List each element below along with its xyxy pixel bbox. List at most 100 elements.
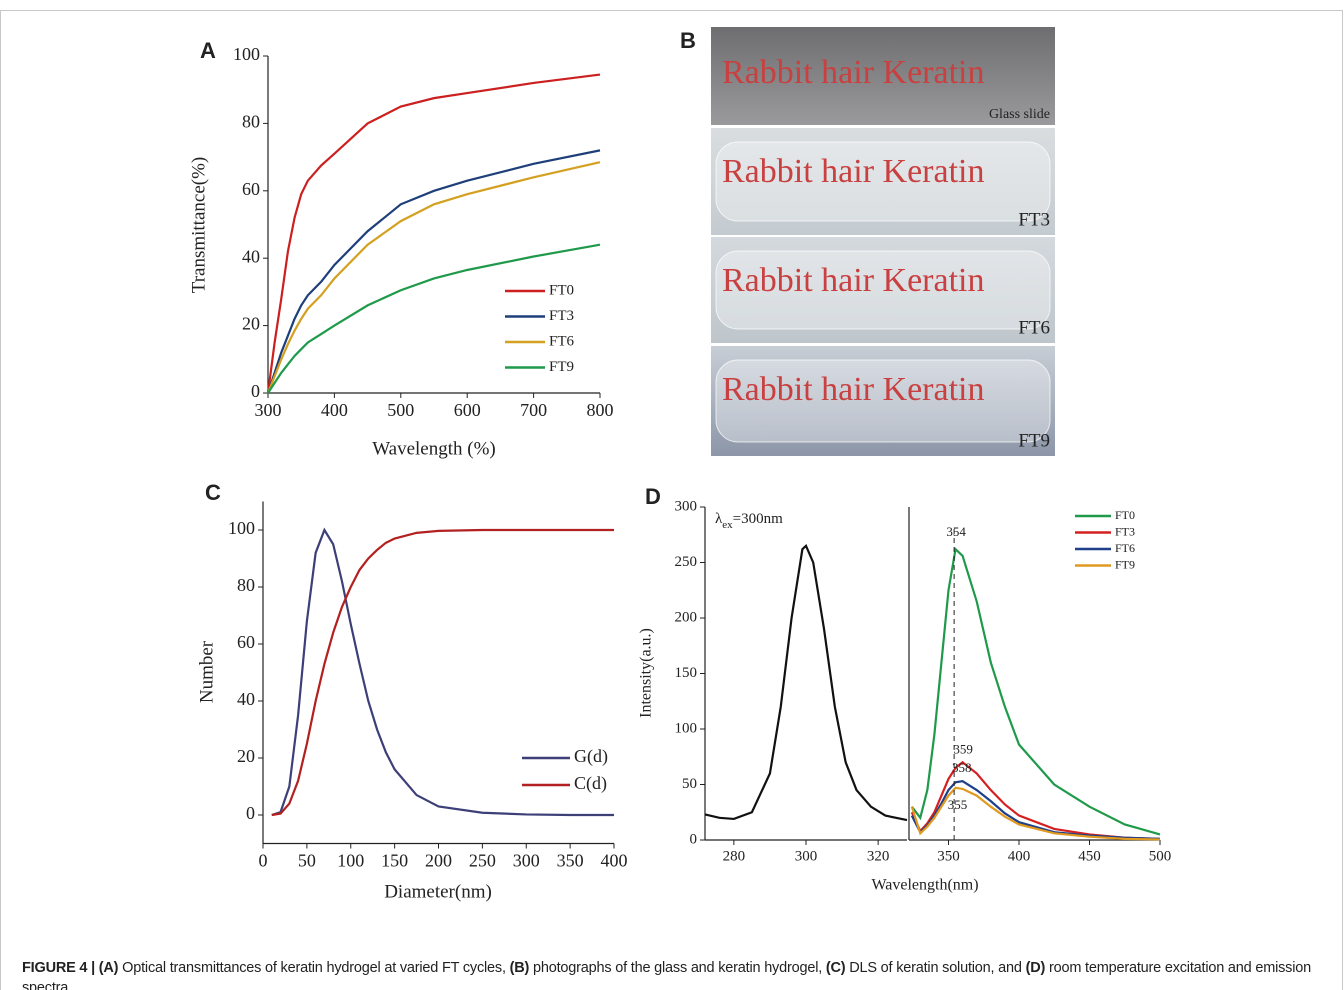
legend-label: FT6 — [549, 333, 575, 349]
y-tick-label: 40 — [242, 246, 260, 266]
y-tick-label: 50 — [682, 776, 697, 792]
x-tick-label: 600 — [454, 400, 481, 420]
caption-text: photographs of the glass and keratin hyd… — [529, 960, 826, 976]
photo-label: Glass slide — [989, 107, 1050, 122]
y-axis-label: Number — [196, 640, 217, 703]
series-line — [266, 161, 601, 394]
y-tick-label: 0 — [246, 803, 255, 823]
caption-text: Optical transmittances of keratin hydrog… — [118, 960, 510, 976]
photo-text: Rabbit hair Keratin — [722, 371, 984, 408]
peak-label: 354 — [946, 524, 966, 539]
peak-label: 359 — [953, 741, 973, 756]
legend-label: C(d) — [574, 773, 607, 794]
series-line — [271, 528, 614, 817]
caption-text: (C) — [825, 960, 846, 976]
x-tick-label: 150 — [381, 850, 408, 870]
annotation-text: =300nm — [733, 511, 783, 527]
legend-label: G(d) — [574, 746, 608, 767]
series-line — [267, 243, 601, 394]
x-tick-label: 400 — [1008, 848, 1031, 864]
photo-text: Rabbit hair Keratin — [722, 54, 984, 91]
legend-label: FT0 — [1115, 508, 1135, 522]
legend-label: FT6 — [1115, 541, 1135, 555]
y-tick-label: 20 — [237, 746, 255, 766]
x-tick-label: 350 — [937, 848, 960, 864]
x-tick-label: 700 — [520, 400, 547, 420]
x-tick-label: 320 — [867, 848, 890, 864]
frame — [0, 10, 1343, 990]
x-axis-label: Wavelength(nm) — [871, 877, 978, 894]
legend-label: FT9 — [1115, 557, 1135, 571]
caption-text: room temperature excitation and emission… — [22, 960, 1311, 990]
y-tick-label: 100 — [233, 44, 260, 64]
peak-label: 358 — [952, 760, 972, 775]
x-tick-label: 200 — [425, 850, 452, 870]
series-line — [271, 527, 614, 817]
caption-text: (D) — [1025, 960, 1046, 976]
y-axis-label: Intensity(a.u.) — [638, 628, 655, 718]
x-tick-label: 280 — [723, 848, 746, 864]
photo-text: Rabbit hair Keratin — [722, 262, 984, 299]
y-tick-label: 20 — [242, 314, 260, 334]
photo — [711, 128, 1055, 235]
x-axis-label: Diameter(nm) — [384, 881, 492, 902]
y-tick-label: 80 — [237, 575, 255, 595]
legend-label: FT3 — [1115, 524, 1135, 538]
peak-label: 355 — [948, 797, 968, 812]
y-tick-label: 40 — [237, 689, 255, 709]
x-tick-label: 400 — [601, 850, 628, 870]
x-tick-label: 800 — [587, 400, 614, 420]
photo — [711, 237, 1055, 343]
gel — [715, 250, 1051, 330]
x-tick-label: 250 — [469, 850, 496, 870]
x-tick-label: 300 — [795, 848, 818, 864]
caption-text: (B) — [509, 960, 530, 976]
series-line — [910, 760, 1161, 840]
y-tick-label: 200 — [675, 609, 698, 625]
y-tick-label: 100 — [228, 518, 255, 538]
x-tick-label: 400 — [321, 400, 348, 420]
y-tick-label: 150 — [675, 665, 698, 681]
series-line — [266, 73, 601, 394]
y-tick-label: 80 — [242, 112, 260, 132]
x-tick-label: 500 — [1149, 848, 1172, 864]
x-tick-label: 450 — [1078, 848, 1101, 864]
legend-label: FT9 — [549, 359, 574, 375]
photo-label: FT3 — [1018, 209, 1050, 230]
panel-label: B — [680, 28, 696, 53]
y-tick-label: 100 — [675, 720, 698, 736]
x-axis-label: Wavelength (%) — [372, 438, 496, 459]
y-tick-label: 0 — [690, 831, 698, 847]
photo-label: FT9 — [1018, 430, 1050, 451]
x-tick-label: 100 — [337, 850, 364, 870]
annotation-subscript: ex — [722, 519, 733, 531]
x-tick-label: 350 — [557, 850, 584, 870]
gel — [715, 359, 1051, 443]
panel-label: D — [645, 484, 661, 509]
caption-text: FIGURE 4 | (A) — [22, 960, 119, 976]
annotation: λex=300nm — [715, 511, 783, 530]
gel — [715, 141, 1051, 222]
photo — [711, 346, 1055, 456]
legend-label: FT0 — [549, 282, 574, 298]
y-tick-label: 60 — [242, 179, 260, 199]
x-tick-label: 0 — [259, 850, 268, 870]
x-tick-label: 300 — [255, 400, 282, 420]
y-tick-label: 300 — [675, 498, 698, 514]
x-tick-label: 50 — [298, 850, 316, 870]
series-line — [910, 546, 1161, 836]
panel-label: A — [200, 38, 216, 63]
series-line — [910, 786, 1161, 841]
y-tick-label: 250 — [675, 554, 698, 570]
photo-text: Rabbit hair Keratin — [722, 153, 984, 190]
photo-label: FT6 — [1018, 317, 1050, 338]
legend-label: FT3 — [549, 308, 574, 324]
x-tick-label: 300 — [513, 850, 540, 870]
caption: FIGURE 4 | (A) Optical transmittances of… — [22, 958, 1312, 990]
y-tick-label: 60 — [237, 632, 255, 652]
annotation-symbol: λ — [715, 511, 723, 527]
y-axis-label: Transmittance(%) — [188, 157, 209, 294]
y-tick-label: 0 — [251, 381, 260, 401]
